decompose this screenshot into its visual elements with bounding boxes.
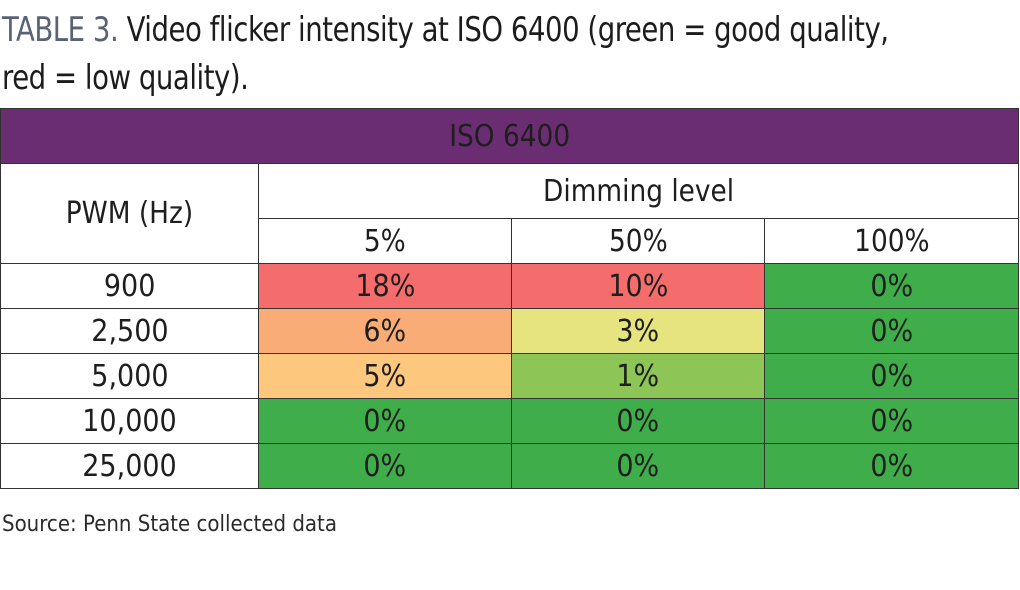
flicker-cell: 0% (763, 443, 1020, 489)
column-header: 100% (853, 223, 930, 259)
flicker-value: 18% (354, 268, 416, 304)
table-row: 900 18% 10% 0% (0, 263, 1020, 309)
flicker-value: 6% (363, 313, 407, 349)
flicker-cell: 0% (763, 263, 1020, 309)
table-row: 25,000 0% 0% 0% (0, 443, 1020, 489)
flicker-cell: 18% (258, 263, 512, 309)
pwm-value: 900 (103, 268, 156, 304)
table-row: 5,000 5% 1% 0% (0, 353, 1020, 399)
pwm-value: 5,000 (90, 358, 169, 394)
dimming-level-header-cell: Dimming level (257, 163, 1020, 219)
pwm-value: 10,000 (82, 403, 177, 439)
table-row: 2,500 6% 3% 0% (0, 308, 1020, 354)
flicker-cell: 0% (511, 398, 765, 444)
flicker-value: 0% (870, 448, 913, 484)
flicker-value: 0% (616, 448, 660, 484)
flicker-cell: 6% (258, 308, 512, 354)
flicker-cell: 0% (763, 308, 1020, 354)
flicker-cell: 0% (258, 398, 512, 444)
pwm-header-cell: PWM (Hz) (0, 163, 259, 264)
column-header-cell: 5% (258, 218, 512, 264)
flicker-cell: 0% (511, 443, 765, 489)
flicker-cell: 1% (511, 353, 765, 399)
flicker-value: 10% (607, 268, 669, 304)
flicker-value: 0% (870, 358, 913, 394)
flicker-value: 0% (870, 313, 913, 349)
pwm-value: 25,000 (82, 448, 177, 484)
iso-banner: ISO 6400 (0, 108, 1020, 164)
iso-banner-text: ISO 6400 (449, 118, 570, 154)
flicker-cell: 0% (258, 443, 512, 489)
flicker-cell: 0% (763, 353, 1020, 399)
pwm-cell: 2,500 (0, 308, 259, 354)
flicker-value: 0% (870, 268, 913, 304)
pwm-cell: 5,000 (0, 353, 259, 399)
pwm-cell: 900 (0, 263, 259, 309)
flicker-cell: 3% (511, 308, 765, 354)
table-caption-text: Video flicker intensity at ISO 6400 (gre… (2, 10, 889, 98)
dimming-level-header: Dimming level (542, 173, 735, 209)
flicker-table: ISO 6400 PWM (Hz) Dimming level 5% 50% 1… (0, 108, 1020, 489)
pwm-value: 2,500 (90, 313, 169, 349)
table-number-label: TABLE 3. (2, 10, 119, 50)
pwm-header: PWM (Hz) (65, 196, 194, 231)
column-header: 50% (608, 223, 668, 259)
flicker-value: 0% (616, 403, 660, 439)
column-header: 5% (364, 223, 406, 259)
flicker-cell: 10% (511, 263, 765, 309)
table-caption: TABLE 3. Video flicker intensity at ISO … (2, 6, 911, 102)
flicker-value: 0% (363, 403, 407, 439)
flicker-cell: 0% (763, 398, 1020, 444)
flicker-cell: 5% (258, 353, 512, 399)
source-note: Source: Penn State collected data (2, 512, 337, 537)
column-header-cell: 50% (511, 218, 765, 264)
column-header-cell: 100% (763, 218, 1020, 264)
flicker-value: 1% (616, 358, 660, 394)
pwm-cell: 25,000 (0, 443, 259, 489)
flicker-value: 3% (616, 313, 660, 349)
flicker-value: 0% (363, 448, 407, 484)
pwm-cell: 10,000 (0, 398, 259, 444)
table-row: 10,000 0% 0% 0% (0, 398, 1020, 444)
flicker-value: 5% (363, 358, 407, 394)
flicker-value: 0% (870, 403, 913, 439)
